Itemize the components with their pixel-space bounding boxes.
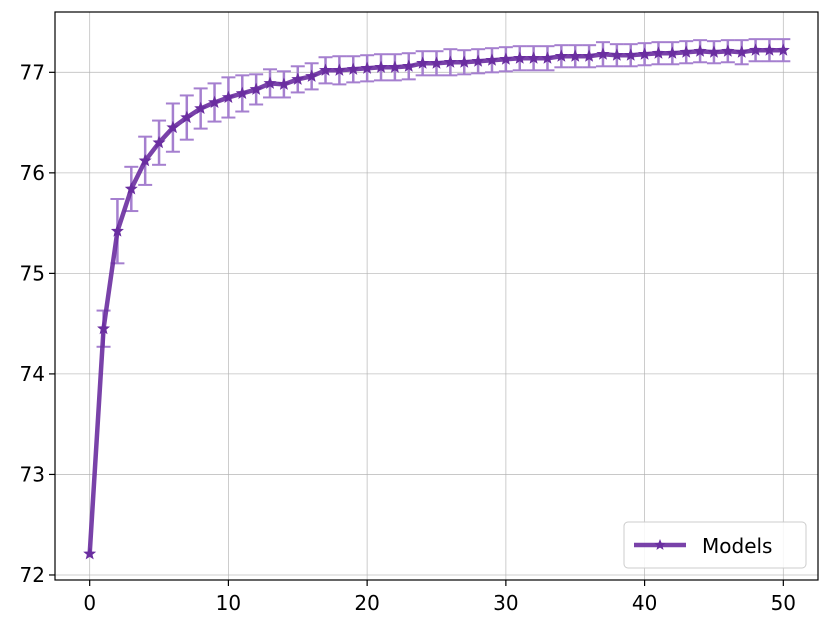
data-point — [416, 56, 430, 69]
data-point — [305, 69, 319, 82]
data-point — [693, 44, 707, 57]
data-point — [499, 52, 513, 65]
y-tick-label: 72 — [20, 563, 45, 587]
data-point — [443, 55, 457, 68]
data-point — [568, 49, 582, 62]
legend-label: Models — [702, 534, 772, 558]
x-tick-label: 50 — [771, 591, 796, 615]
data-point — [540, 51, 554, 64]
data-point — [513, 51, 527, 64]
data-point — [749, 43, 763, 56]
data-point — [249, 82, 263, 95]
plot-frame — [54, 11, 819, 581]
data-point — [291, 72, 305, 85]
series-markers — [83, 43, 790, 560]
y-axis: 72 73 74 75 76 77 — [20, 60, 55, 587]
data-point — [235, 86, 249, 99]
data-point — [360, 61, 374, 74]
data-point — [582, 49, 596, 62]
data-point — [457, 55, 471, 68]
legend-box — [623, 521, 807, 569]
data-point — [638, 47, 652, 60]
data-point — [624, 48, 638, 61]
x-tick-label: 40 — [632, 591, 657, 615]
data-point — [610, 48, 624, 61]
data-point — [263, 76, 277, 89]
x-tick-label: 20 — [354, 591, 379, 615]
data-point — [721, 44, 735, 57]
data-point — [554, 49, 568, 62]
data-point — [221, 90, 235, 103]
plot-background — [55, 12, 818, 580]
data-point — [166, 120, 180, 134]
data-point — [124, 182, 138, 195]
data-point — [596, 47, 610, 60]
data-point — [180, 110, 194, 124]
data-point — [471, 54, 485, 67]
data-point — [485, 53, 499, 66]
data-point — [110, 224, 124, 237]
y-tick-label: 75 — [20, 261, 45, 285]
data-point — [679, 45, 693, 58]
data-point — [138, 153, 152, 167]
grid — [55, 12, 818, 580]
data-point — [665, 46, 679, 59]
y-tick-label: 74 — [20, 362, 45, 386]
data-point — [430, 56, 443, 69]
x-tick-label: 30 — [493, 591, 518, 615]
data-point — [319, 63, 333, 76]
data-point — [332, 63, 346, 76]
y-tick-label: 77 — [20, 60, 45, 84]
legend: Models — [623, 521, 807, 569]
data-point — [374, 60, 388, 73]
x-tick-label: 10 — [216, 591, 241, 615]
data-point — [402, 59, 416, 72]
data-point — [277, 77, 291, 90]
data-point — [346, 62, 360, 75]
data-point — [194, 101, 208, 115]
data-point — [762, 43, 776, 56]
data-point — [83, 547, 97, 560]
data-point — [735, 45, 749, 58]
y-tick-label: 76 — [20, 161, 45, 185]
x-tick-label: 0 — [83, 591, 96, 615]
legend-marker — [654, 539, 666, 550]
data-point — [208, 95, 222, 108]
data-point — [388, 60, 402, 73]
data-point — [707, 45, 721, 58]
data-point — [152, 135, 166, 149]
data-point — [651, 46, 665, 59]
data-point — [97, 321, 111, 335]
data-point — [527, 51, 541, 64]
y-tick-label: 73 — [20, 462, 45, 486]
x-axis: 0 10 20 30 40 50 — [83, 580, 796, 615]
data-point — [776, 43, 790, 56]
